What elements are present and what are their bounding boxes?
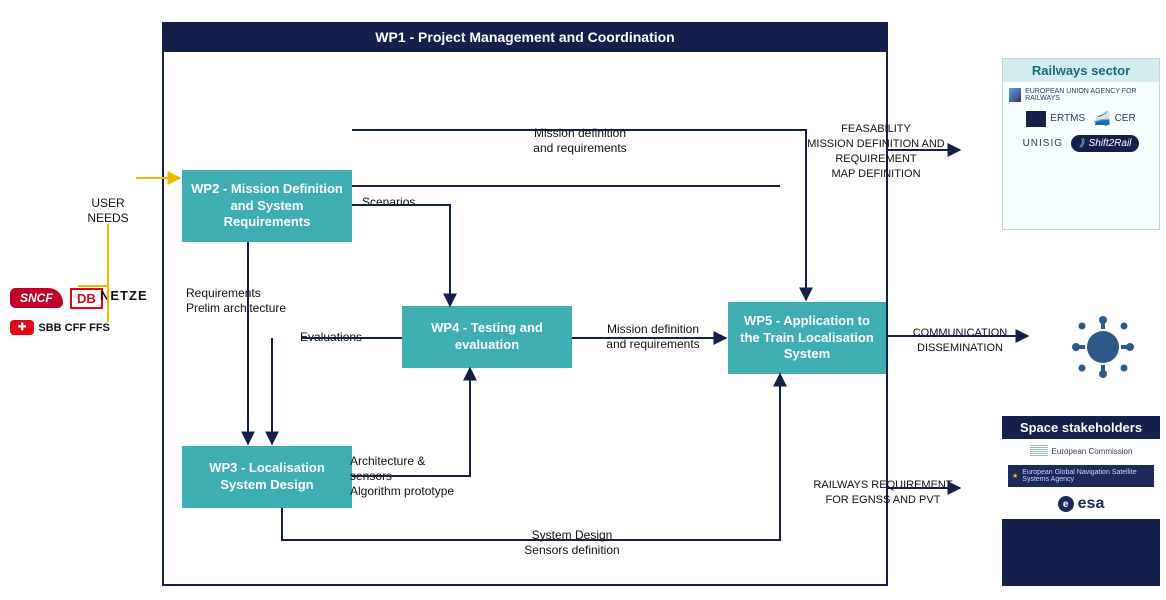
user-needs-label: USERNEEDS [78, 196, 138, 226]
feasability-label: FEASABILITYMISSION DEFINITION ANDREQUIRE… [796, 122, 956, 181]
ertms-logo: ERTMS [1026, 111, 1085, 127]
sbb-logo: ✚ SBB CFF FFS [10, 320, 110, 335]
netze-logo: NETZE [100, 288, 148, 303]
mission-def-top-label: Mission definitionand requirements [510, 126, 650, 156]
mission-def-mid-label: Mission definitionand requirements [588, 322, 718, 352]
arch-sensors-label: Architecture &sensorsAlgorithm prototype [350, 454, 480, 499]
sncf-logo: SNCF [10, 288, 63, 308]
sbb-cross-icon: ✚ [10, 320, 34, 335]
comm-dissem-label: COMMUNICATIONDISSEMINATION [900, 326, 1020, 356]
wp1-title: WP1 - Project Management and Coordinatio… [162, 22, 888, 52]
wp2-box: WP2 - Mission Definition and System Requ… [182, 170, 352, 242]
cer-logo: 🚄CER [1093, 110, 1136, 127]
system-design-label: System DesignSensors definition [502, 528, 642, 558]
gnss-agency-logo: ★European Global Navigation Satellite Sy… [1008, 465, 1154, 487]
eu-commission-logo: European Commission [1030, 445, 1133, 457]
railways-sector-title: Railways sector [1003, 59, 1159, 82]
shift2rail-logo: ⟫Shift2Rail [1071, 135, 1139, 152]
globe-icon [1068, 312, 1138, 393]
scenarios-label: Scenarios [362, 195, 442, 210]
unisig-logo: UNISIG [1023, 138, 1063, 149]
wp3-box: WP3 - Localisation System Design [182, 446, 352, 508]
wp4-box: WP4 - Testing and evaluation [402, 306, 572, 368]
space-stakeholders-body: European Commission ★European Global Nav… [1002, 439, 1160, 519]
railways-sector-body: EUROPEAN UNION AGENCY FOR RAILWAYS ERTMS… [1003, 82, 1159, 158]
railways-sector-box: Railways sector EUROPEAN UNION AGENCY FO… [1002, 58, 1160, 230]
db-logo: DB [70, 288, 103, 309]
space-stakeholders-box: Space stakeholders European Commission ★… [1002, 416, 1160, 586]
rail-req-egnss-label: RAILWAYS REQUIREMENTFOR EGNSS AND PVT [808, 478, 958, 508]
wp2-label: WP2 - Mission Definition and System Requ… [190, 181, 344, 232]
esa-logo: eesa [1058, 495, 1105, 513]
wp5-box: WP5 - Application to the Train Localisat… [728, 302, 886, 374]
requirements-prelim-label: RequirementsPrelim architecture [186, 286, 326, 316]
sbb-text: SBB CFF FFS [38, 322, 110, 334]
eu-railways-logo: EUROPEAN UNION AGENCY FOR RAILWAYS [1009, 88, 1153, 102]
space-stakeholders-title: Space stakeholders [1002, 416, 1160, 439]
wp3-label: WP3 - Localisation System Design [190, 460, 344, 494]
wp4-label: WP4 - Testing and evaluation [410, 320, 564, 354]
wp5-label: WP5 - Application to the Train Localisat… [736, 313, 878, 364]
evaluations-label: Evaluations [300, 330, 390, 345]
